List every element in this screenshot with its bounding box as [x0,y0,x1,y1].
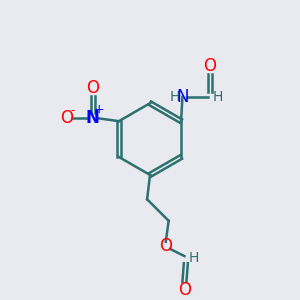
Text: -: - [71,104,75,117]
Text: O: O [86,79,99,97]
Text: H: H [169,90,180,104]
Text: H: H [189,250,199,265]
Text: +: + [94,103,104,116]
Text: N: N [85,109,100,127]
Text: O: O [60,109,73,127]
Text: O: O [178,281,191,299]
Text: O: O [203,57,216,75]
Text: N: N [177,88,189,106]
Text: O: O [159,237,172,255]
Text: H: H [213,90,223,104]
